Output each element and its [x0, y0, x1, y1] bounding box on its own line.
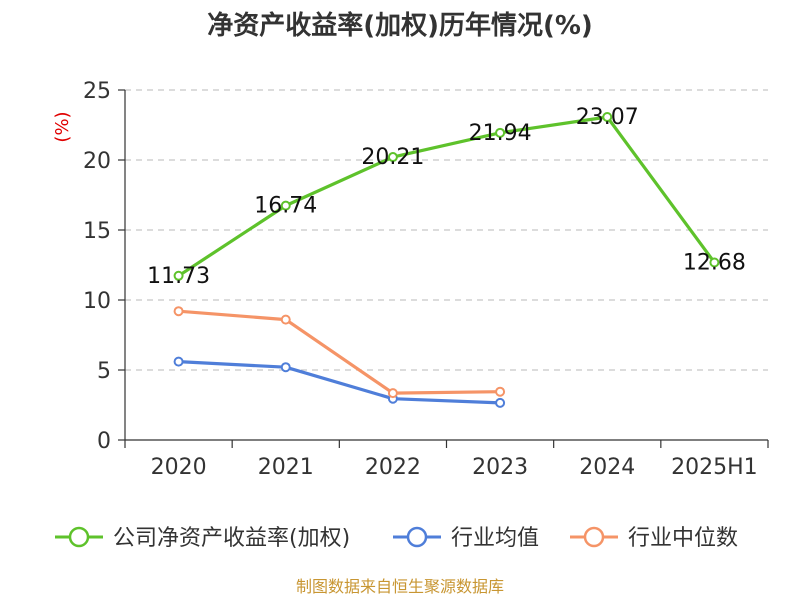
y-tick-label: 5 — [97, 359, 111, 384]
data-point — [280, 362, 291, 373]
chart-title: 净资产收益率(加权)历年情况(%) — [207, 10, 593, 41]
data-label: 11.73 — [147, 264, 210, 289]
series-group — [173, 112, 720, 408]
legend-marker — [68, 526, 90, 548]
legend-label: 行业均值 — [451, 526, 539, 551]
legend-marker — [583, 526, 605, 548]
legend: 公司净资产收益率(加权) 行业均值 行业中位数 — [55, 526, 738, 551]
y-tick-label: 20 — [83, 149, 111, 174]
data-labels: 11.73 16.74 20.21 21.94 23.07 12.68 — [147, 105, 746, 289]
y-tick-label: 0 — [97, 429, 111, 454]
data-label: 12.68 — [683, 250, 746, 275]
legend-label: 公司净资产收益率(加权) — [113, 526, 350, 551]
y-axis-label: (%) — [52, 111, 73, 142]
data-point — [173, 356, 184, 367]
data-point — [602, 112, 613, 123]
data-point — [495, 386, 506, 397]
series-line-2 — [178, 309, 501, 395]
x-tick-label: 2021 — [258, 455, 314, 480]
data-point — [387, 152, 398, 163]
data-point — [173, 306, 184, 317]
legend-marker — [406, 526, 428, 548]
data-point — [709, 257, 720, 268]
gridlines — [125, 89, 768, 371]
y-tick-label: 10 — [83, 289, 111, 314]
x-tick-label: 2022 — [365, 455, 421, 480]
data-point — [495, 127, 506, 138]
y-tick-label: 25 — [83, 79, 111, 104]
x-tick-label: 2020 — [151, 455, 207, 480]
y-tick-label: 15 — [83, 219, 111, 244]
x-tick-label: 2024 — [579, 455, 635, 480]
data-point — [280, 314, 291, 325]
data-label: 23.07 — [576, 105, 639, 130]
data-point — [387, 388, 398, 399]
data-point — [495, 397, 506, 408]
x-tick-label: 2023 — [472, 455, 528, 480]
data-label: 21.94 — [469, 121, 532, 146]
data-point — [173, 270, 184, 281]
series-line-0 — [177, 115, 716, 278]
legend-label: 行业中位数 — [628, 526, 738, 551]
x-tick-label: 2025H1 — [671, 455, 758, 480]
data-point — [280, 200, 291, 211]
data-label: 20.21 — [361, 145, 424, 170]
series-line-1 — [178, 360, 501, 405]
axes: 0 5 10 15 20 25 2020 2021 2022 2023 2024 2025H1 — [83, 79, 769, 480]
data-label: 16.74 — [254, 194, 317, 219]
source-note: 制图数据来自恒生聚源数据库 — [296, 577, 504, 596]
